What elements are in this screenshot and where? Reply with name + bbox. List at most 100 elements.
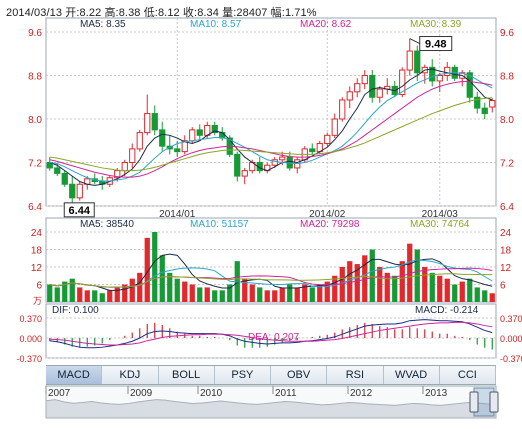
volume-bar — [437, 275, 443, 302]
volume-bar — [219, 290, 225, 302]
volume-bar — [444, 278, 450, 302]
volume-bar — [474, 287, 480, 302]
volume-bar — [362, 255, 368, 302]
candle-body — [211, 125, 218, 134]
volume-bar — [384, 272, 390, 302]
macd-tick-left: -0.370 — [16, 354, 42, 364]
candle-body — [429, 66, 436, 82]
volume-panel-frame — [45, 217, 497, 303]
volume-bar — [429, 272, 435, 302]
candle-body — [241, 170, 248, 177]
close-label: 收: — [182, 7, 198, 19]
candle-body — [114, 170, 121, 179]
timeline-right-handle[interactable] — [489, 391, 499, 413]
volume-ma-label: MA10: 51157 — [190, 219, 249, 230]
quote-date: 2014/03/13 — [6, 7, 63, 19]
tab-macd[interactable]: MACD — [46, 366, 103, 384]
price-ma10-line — [49, 72, 493, 182]
volume-bar — [324, 281, 330, 302]
volume-bar — [84, 290, 90, 302]
candle-body — [144, 113, 151, 134]
volume-bar — [317, 284, 323, 302]
volume-bar — [114, 287, 120, 302]
volume-bar — [159, 255, 165, 302]
price-ma-label: MA30: 8.39 — [410, 19, 462, 30]
volume-ma-label: MA5: 38540 — [80, 219, 134, 230]
volume-bar — [122, 284, 128, 302]
volume-tick-left: 6 — [36, 281, 42, 292]
volume-bar — [182, 281, 188, 302]
volume-bar — [174, 278, 180, 302]
volume-tick-left: 12 — [31, 263, 43, 274]
price-tick-right: 8.8 — [500, 72, 514, 83]
timeline-left-handle[interactable] — [469, 391, 479, 413]
high-value: 8.38 — [118, 7, 141, 19]
price-x-tick: 2014/03 — [422, 209, 459, 220]
open-value: 8.22 — [79, 7, 102, 19]
volume-bar — [47, 284, 53, 302]
macd-tick-right: 0.370 — [500, 314, 522, 324]
volume-bar — [309, 287, 315, 302]
candle-body — [61, 172, 68, 185]
volume-bar — [392, 275, 398, 302]
candle-body — [159, 129, 166, 147]
price-tick-right: 6.4 — [500, 202, 514, 213]
candle-body — [436, 75, 443, 82]
candle-body — [271, 159, 278, 166]
macd-dea-label: DEA: 0.207 — [248, 332, 300, 343]
candle-body — [196, 129, 203, 136]
volume-bar — [347, 261, 353, 302]
volume-bar — [204, 287, 210, 302]
candle-body — [489, 100, 496, 108]
price-tick-right: 9.6 — [500, 28, 514, 39]
candle-body — [174, 148, 181, 153]
timeline-year: 2009 — [130, 388, 153, 399]
volume-tick-right: 6 — [500, 281, 506, 292]
candle-body — [189, 129, 196, 142]
tab-kdj[interactable]: KDJ — [102, 366, 159, 384]
candle-body — [414, 50, 421, 74]
candle-body — [151, 113, 158, 131]
macd-tick-right: 0.000 — [500, 334, 522, 344]
change-label: 幅: — [270, 7, 285, 19]
volume-tick-left: 24 — [31, 228, 43, 239]
tab-obv[interactable]: OBV — [271, 366, 328, 384]
tab-boll[interactable]: BOLL — [158, 366, 215, 384]
price-tick-right: 8.0 — [500, 115, 514, 126]
volume-bar — [242, 278, 248, 302]
low-value: 8.12 — [157, 7, 180, 19]
price-ma-label: MA20: 8.62 — [300, 19, 352, 30]
tab-cci[interactable]: CCI — [439, 366, 496, 384]
volume-bar — [129, 278, 135, 302]
candle-body — [474, 96, 481, 109]
timeline-year: 2010 — [200, 388, 223, 399]
candle-body — [129, 148, 136, 163]
volume-value: 28407 — [236, 7, 268, 19]
volume-bar — [257, 287, 263, 302]
price-tick-left: 6.4 — [28, 202, 42, 213]
price-ma-label: MA5: 8.35 — [80, 19, 126, 30]
price-x-tick: 2014/02 — [309, 209, 346, 220]
volume-bar — [137, 272, 143, 302]
price-tick-left: 8.0 — [28, 115, 42, 126]
volume-bar — [302, 284, 308, 302]
close-value: 8.34 — [197, 7, 219, 19]
volume-tick-right: 18 — [500, 246, 512, 257]
max-price-pointer — [409, 38, 420, 44]
candle-body — [331, 118, 338, 136]
candle-body — [69, 183, 76, 199]
volume-bar — [249, 284, 255, 302]
open-label: 开: — [65, 7, 80, 19]
candle-body — [346, 91, 353, 101]
tab-wvad[interactable]: WVAD — [383, 366, 440, 384]
candle-body — [181, 140, 188, 153]
tab-psy[interactable]: PSY — [214, 366, 271, 384]
tab-rsi[interactable]: RSI — [327, 366, 384, 384]
macd-tick-left: 0.000 — [19, 334, 42, 344]
candle-body — [406, 50, 413, 71]
macd-panel-frame — [45, 303, 497, 359]
volume-bar — [227, 284, 233, 302]
macd-value-label: MACD: -0.214 — [415, 305, 479, 316]
volume-bar — [144, 237, 150, 302]
volume-bar — [107, 290, 113, 302]
